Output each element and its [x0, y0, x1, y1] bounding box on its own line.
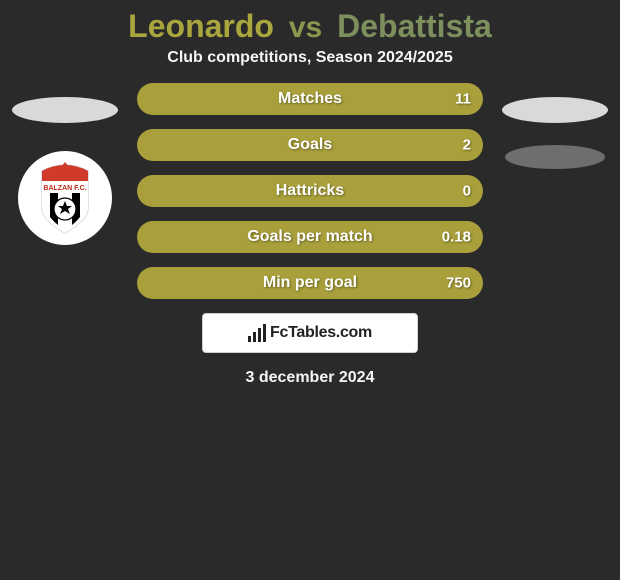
stat-right-value: 0.18: [442, 229, 471, 246]
player2-ellipse-2: [505, 145, 605, 169]
player2-ellipse-1: [502, 97, 608, 123]
svg-text:BALZAN F.C.: BALZAN F.C.: [43, 185, 86, 192]
stat-right-value: 750: [446, 275, 471, 292]
stat-label: Min per goal: [263, 274, 357, 292]
stats-column: Matches 11 Goals 2 Hattricks 0 Goals per…: [137, 83, 483, 387]
player1-ellipse: [12, 97, 118, 123]
subtitle: Club competitions, Season 2024/2025: [0, 49, 620, 67]
balzan-crest-icon: BALZAN F.C.: [26, 159, 104, 237]
bar-chart-icon: [248, 324, 266, 342]
left-column: BALZAN F.C.: [0, 83, 130, 245]
stat-row-goals-per-match: Goals per match 0.18: [137, 221, 483, 253]
stat-label: Matches: [278, 90, 342, 108]
stat-row-goals: Goals 2: [137, 129, 483, 161]
date-label: 3 december 2024: [137, 369, 483, 387]
page-title: Leonardo vs Debattista: [0, 8, 620, 45]
stat-row-hattricks: Hattricks 0: [137, 175, 483, 207]
stat-right-value: 0: [463, 183, 471, 200]
club-badge: BALZAN F.C.: [18, 151, 112, 245]
watermark: FcTables.com: [202, 313, 418, 353]
stat-label: Goals: [288, 136, 332, 154]
player2-name: Debattista: [337, 8, 492, 44]
stat-row-min-per-goal: Min per goal 750: [137, 267, 483, 299]
vs-label: vs: [283, 11, 328, 44]
stat-label: Hattricks: [276, 182, 344, 200]
comparison-infographic: Leonardo vs Debattista Club competitions…: [0, 0, 620, 387]
player1-name: Leonardo: [128, 8, 274, 44]
watermark-text: FcTables.com: [270, 324, 372, 342]
stat-right-value: 2: [463, 137, 471, 154]
stat-label: Goals per match: [247, 228, 372, 246]
stat-right-value: 11: [455, 91, 471, 108]
right-column: [490, 83, 620, 169]
content-area: BALZAN F.C. Matches 11: [0, 83, 620, 387]
stat-row-matches: Matches 11: [137, 83, 483, 115]
